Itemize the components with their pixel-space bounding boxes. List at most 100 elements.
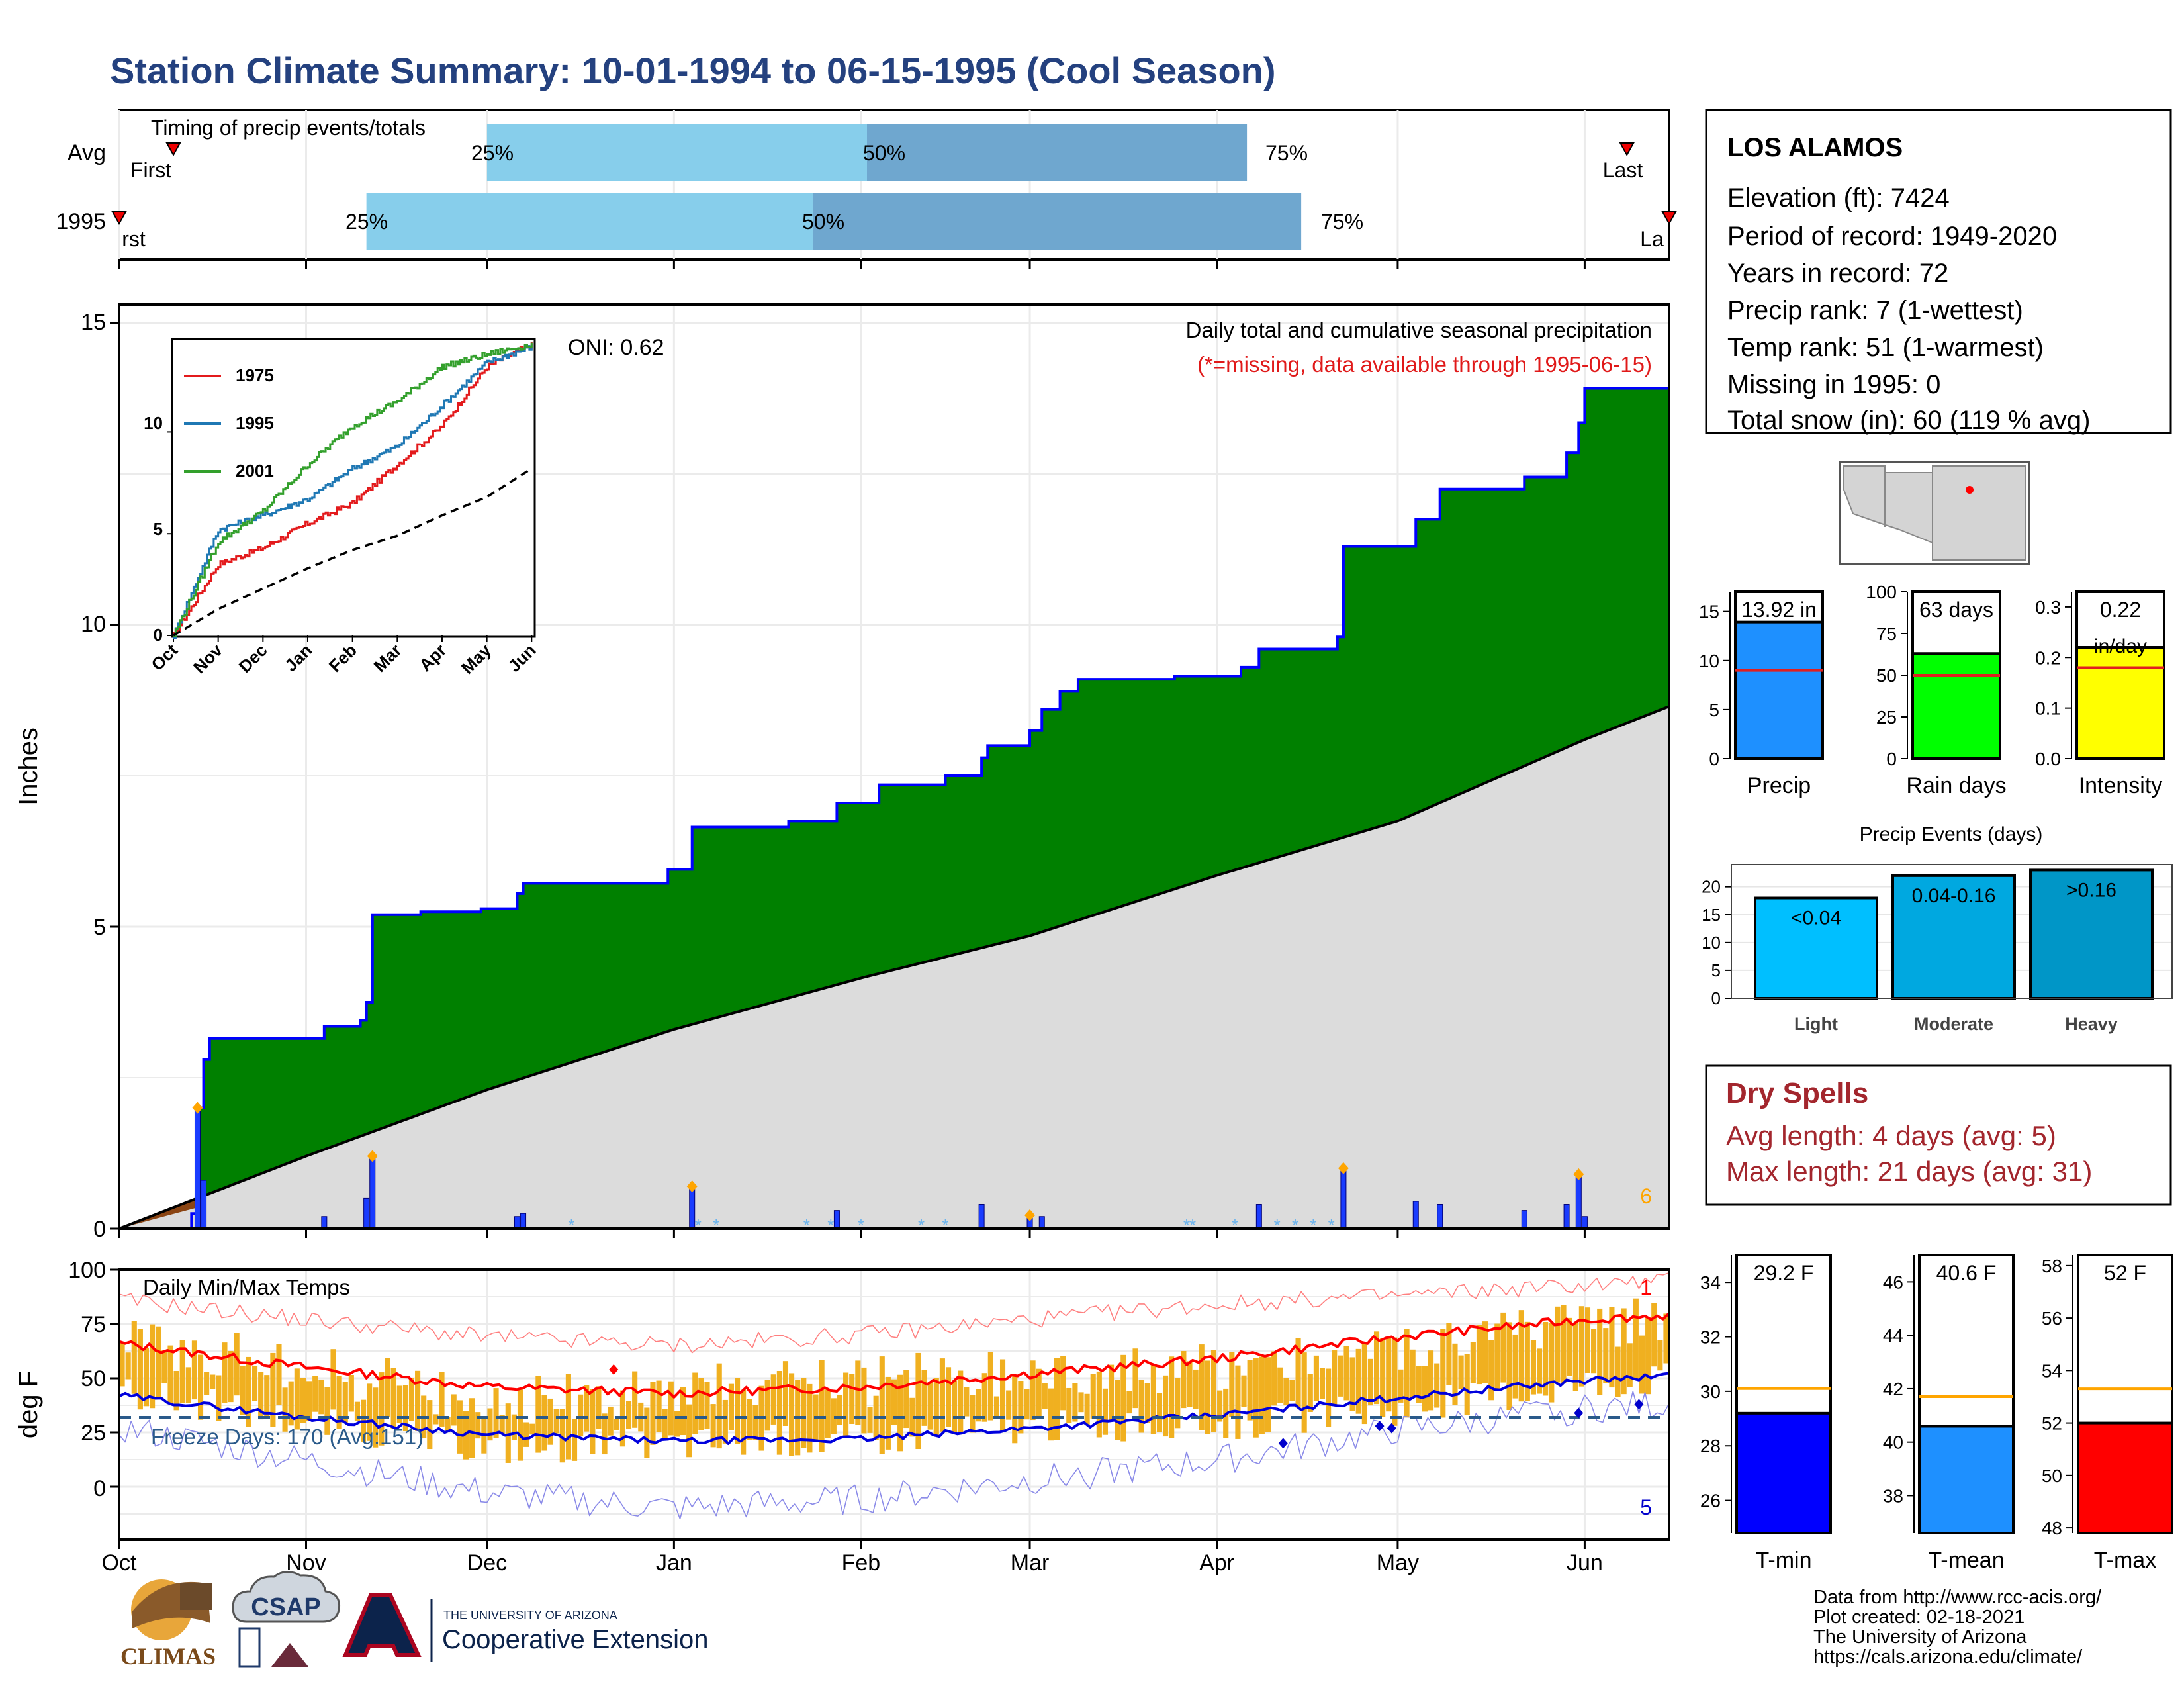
month-label-dec: Dec bbox=[467, 1550, 507, 1575]
daily-precip-bar bbox=[1581, 1216, 1588, 1229]
daily-temp-bar bbox=[1361, 1342, 1367, 1425]
precip-events-chart: Precip Events (days) 0 5 10 15 20 <0.04 Light 0… bbox=[1702, 823, 2173, 1034]
temp-t-mean-tick-label: 46 bbox=[1883, 1272, 1903, 1292]
daily-temp-bar bbox=[191, 1340, 197, 1400]
daily-temp-bar bbox=[457, 1400, 463, 1454]
daily-temp-bar bbox=[336, 1376, 342, 1429]
daily-temp-bar bbox=[1024, 1389, 1030, 1420]
temp-t-min-category-label: T-min bbox=[1756, 1548, 1812, 1573]
daily-temp-bar bbox=[137, 1329, 143, 1410]
temp-t-min-tick-label: 28 bbox=[1700, 1436, 1721, 1456]
daily-temp-bar bbox=[632, 1371, 638, 1428]
avg-first-label: First bbox=[130, 158, 171, 182]
daily-temp-bar bbox=[927, 1382, 933, 1430]
daily-temp-bar bbox=[807, 1383, 813, 1453]
daily-temp-bar bbox=[445, 1417, 451, 1431]
daily-temp-bar bbox=[849, 1374, 855, 1425]
temp-t-mean-tick-label: 42 bbox=[1883, 1379, 1903, 1399]
events-bar-value: 0.04-0.16 bbox=[1912, 885, 1996, 907]
avg-p50-label: 50% bbox=[863, 141, 905, 165]
daily-temp-bar bbox=[674, 1411, 680, 1437]
daily-temp-bar bbox=[921, 1370, 927, 1426]
daily-temp-bar bbox=[1506, 1322, 1512, 1411]
summary-precip-tick-label: 0 bbox=[1709, 749, 1719, 769]
month-label-jun: Jun bbox=[1567, 1550, 1603, 1575]
record-low-marker bbox=[1375, 1421, 1385, 1432]
daily-temp-bar bbox=[433, 1414, 439, 1425]
summary-precip-tick-label: 15 bbox=[1699, 602, 1719, 622]
daily-temp-bar bbox=[704, 1382, 710, 1429]
summary-precip-tick-label: 5 bbox=[1709, 700, 1719, 720]
daily-precip-bar bbox=[321, 1216, 328, 1229]
events-bar-light bbox=[1754, 896, 1878, 1000]
daily-temp-bar bbox=[143, 1348, 150, 1407]
daily-temp-bar bbox=[879, 1356, 885, 1454]
daily-temp-bar bbox=[987, 1352, 993, 1421]
daily-temp-bar bbox=[831, 1398, 837, 1434]
snow-asterisk: * bbox=[942, 1215, 948, 1235]
daily-temp-bar bbox=[1355, 1348, 1361, 1414]
daily-temp-bar bbox=[1126, 1391, 1132, 1414]
daily-temp-bar bbox=[897, 1374, 903, 1452]
climas-logo: CLIMAS bbox=[120, 1579, 216, 1669]
daily-temp-bar bbox=[185, 1367, 191, 1403]
daily-temp-bar bbox=[408, 1378, 415, 1421]
daily-temp-bar bbox=[210, 1374, 216, 1389]
missing-note: (*=missing, data available through 1995-… bbox=[1197, 352, 1652, 377]
snow-event-marker bbox=[192, 1102, 203, 1114]
daily-temp-bar bbox=[1380, 1338, 1386, 1417]
temp-t-min-tick-label: 30 bbox=[1700, 1382, 1721, 1402]
daily-temp-bar bbox=[535, 1376, 541, 1453]
daily-temp-bar bbox=[999, 1359, 1006, 1432]
avg-last-label: Last bbox=[1603, 158, 1643, 182]
daily-temp-bar bbox=[1163, 1375, 1169, 1437]
daily-temp-bar bbox=[939, 1358, 945, 1432]
footer-data-source: Data from http://www.rcc-acis.org/ bbox=[1813, 1587, 2102, 1608]
daily-temp-bar bbox=[789, 1373, 795, 1456]
daily-temp-bar bbox=[1633, 1298, 1639, 1380]
daily-temp-bar bbox=[596, 1386, 602, 1429]
daily-temp-bar bbox=[150, 1324, 156, 1409]
daily-temp-bar bbox=[1199, 1344, 1205, 1430]
precip-panel: * * * * * * * * ** * * * * * Inches 0 5 10 15 Daily t… bbox=[14, 303, 1670, 1242]
daily-temp-bar bbox=[608, 1406, 614, 1436]
daily-temp-bar bbox=[656, 1380, 662, 1432]
ua-logo-small-text: THE UNIVERSITY OF ARIZONA bbox=[443, 1609, 617, 1622]
inset-series-1995 bbox=[173, 344, 533, 639]
station-name: LOS ALAMOS bbox=[1727, 133, 1903, 162]
y1995-p75-label: 75% bbox=[1321, 210, 1363, 234]
daily-temp-bar bbox=[505, 1403, 511, 1463]
daily-temp-bar bbox=[1235, 1365, 1241, 1439]
avg-p75-label: 75% bbox=[1265, 141, 1308, 165]
daily-temp-bar bbox=[330, 1349, 336, 1410]
daily-temp-bar bbox=[602, 1413, 608, 1455]
daily-temp-bar bbox=[1313, 1355, 1319, 1401]
temp-title: Daily Min/Max Temps bbox=[143, 1275, 350, 1299]
snow-asterisk: * bbox=[1183, 1215, 1190, 1235]
daily-precip-bar bbox=[194, 1107, 201, 1229]
daily-temp-bar bbox=[1572, 1323, 1578, 1391]
summary-precip-tick-label: 10 bbox=[1699, 651, 1719, 671]
avg-cumulative-line bbox=[118, 705, 1670, 1230]
daily-precip-bar bbox=[514, 1216, 520, 1229]
temp-t-max-tick-label: 50 bbox=[2042, 1466, 2062, 1486]
daily-temp-bar bbox=[1078, 1392, 1084, 1413]
events-bar-value: >0.16 bbox=[2066, 879, 2116, 901]
daily-temp-bar bbox=[801, 1378, 807, 1448]
daily-temp-bar bbox=[1524, 1321, 1530, 1401]
daily-temp-bar bbox=[1247, 1360, 1253, 1421]
daily-temp-bar bbox=[282, 1387, 288, 1432]
inset-legend-1995: 1995 bbox=[236, 413, 274, 433]
daily-temp-bar bbox=[1458, 1355, 1464, 1389]
daily-temp-bar bbox=[1205, 1360, 1210, 1434]
daily-temp-bar bbox=[578, 1394, 584, 1436]
dry-spells-avg: Avg length: 4 days (avg: 5) bbox=[1726, 1120, 2056, 1151]
daily-temp-bar bbox=[964, 1387, 970, 1417]
daily-temp-bar bbox=[1096, 1371, 1102, 1438]
daily-precip-bar bbox=[1255, 1204, 1262, 1229]
daily-temp-bar bbox=[952, 1380, 958, 1434]
last-event-marker bbox=[1661, 211, 1677, 226]
daily-temp-bar bbox=[1392, 1337, 1398, 1426]
events-bar-heavy bbox=[2029, 868, 2154, 1000]
summary-rain-days-category-label: Rain days bbox=[1906, 773, 2006, 798]
